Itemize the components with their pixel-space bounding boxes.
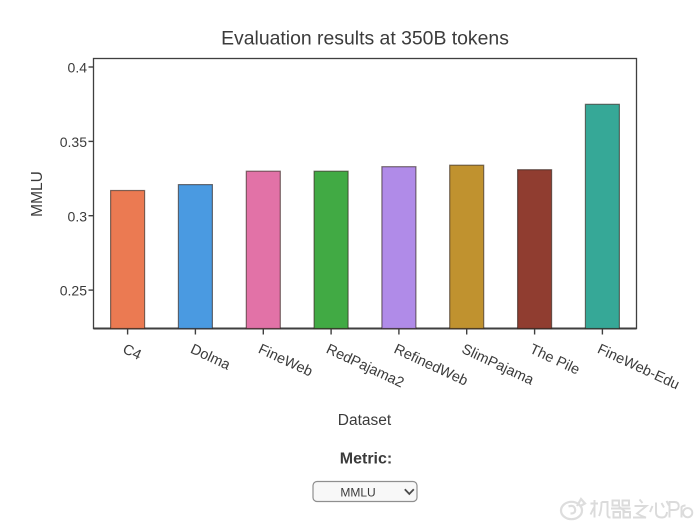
svg-text:MMLU: MMLU — [340, 485, 375, 499]
svg-text:Dataset: Dataset — [338, 412, 392, 429]
svg-text:0.35: 0.35 — [60, 134, 87, 150]
svg-text:0.25: 0.25 — [60, 283, 87, 299]
svg-text:Evaluation results at 350B tok: Evaluation results at 350B tokens — [221, 27, 509, 49]
svg-text:C4: C4 — [120, 341, 144, 363]
svg-text:Metric:: Metric: — [340, 451, 392, 468]
svg-text:0.3: 0.3 — [68, 208, 88, 224]
svg-text:MMLU: MMLU — [29, 171, 46, 217]
svg-text:0.4: 0.4 — [68, 60, 88, 76]
